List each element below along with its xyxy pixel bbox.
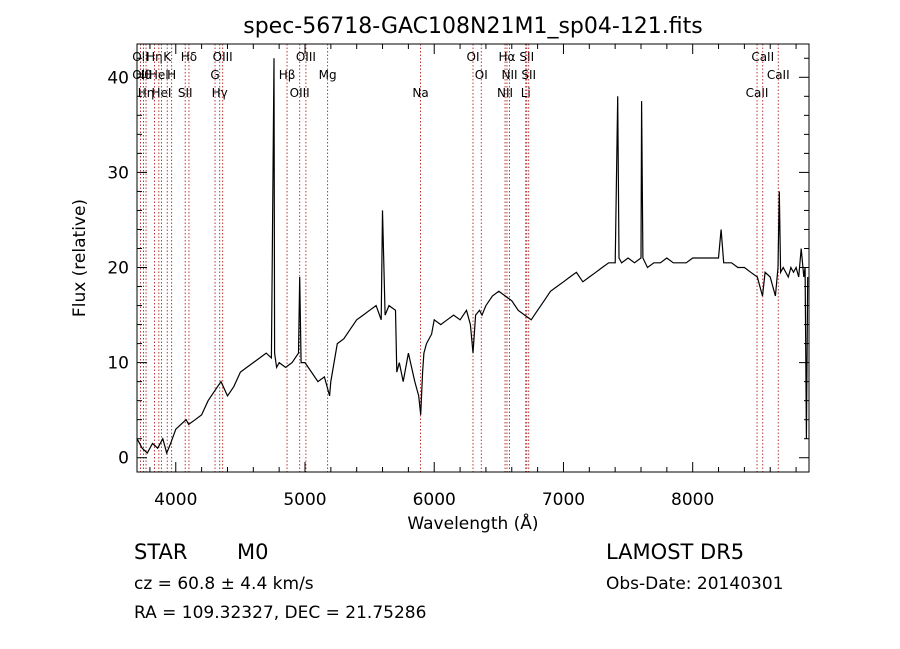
x-tick-label: 4000: [154, 490, 197, 510]
chart-title: spec-56718-GAC108N21M1_sp04-121.fits: [243, 14, 703, 39]
line-marker-label: CaII: [767, 68, 790, 82]
line-marker-label: SII: [519, 50, 534, 64]
x-axis-label: Wavelength (Å): [407, 512, 538, 534]
line-marker-label: NII: [502, 68, 518, 82]
object-subclass: M0: [237, 540, 269, 564]
spectral-line-markers: OIIOIIHθHηHηHeIHeIKHSIIHδGHγOIIIHβOIIIOI…: [132, 44, 790, 472]
line-marker-label: OI: [475, 68, 488, 82]
y-tick-label: 0: [118, 449, 129, 469]
line-marker-label: OII: [132, 68, 149, 82]
line-marker-label: Hθ: [135, 68, 151, 82]
line-marker-label: CaII: [746, 86, 769, 100]
line-marker-label: Hγ: [212, 86, 228, 100]
y-axis-label: Flux (relative): [70, 199, 90, 317]
redshift-value: cz = 60.8 ± 4.4 km/s: [134, 574, 314, 594]
line-marker-label: HeI: [151, 86, 171, 100]
x-tick-label: 5000: [283, 490, 326, 510]
x-axis: 4000 5000 6000 7000 8000: [149, 44, 797, 510]
line-marker-label: CaII: [751, 50, 774, 64]
line-marker-label: Hδ: [181, 50, 197, 64]
observation-date: Obs-Date: 20140301: [606, 574, 784, 594]
line-marker-label: OIII: [290, 86, 310, 100]
coordinates: RA = 109.32327, DEC = 21.75286: [134, 603, 427, 623]
line-marker-label: NII: [497, 86, 513, 100]
x-tick-label: 7000: [542, 490, 585, 510]
line-marker-label: Hβ: [279, 68, 296, 82]
y-tick-label: 30: [107, 163, 129, 183]
line-marker-label: K: [163, 50, 172, 64]
y-tick-label: 10: [107, 354, 129, 374]
plot-frame: [136, 43, 810, 473]
line-marker-label: Hη: [146, 50, 163, 64]
line-marker-label: OI: [467, 50, 480, 64]
line-marker-label: Li: [521, 86, 531, 100]
y-axis: 0 10 20 30 40: [107, 57, 809, 469]
line-marker-label: Na: [412, 86, 428, 100]
line-marker-label: OIII: [213, 50, 233, 64]
line-marker-label: H: [167, 68, 176, 82]
line-marker-label: OII: [132, 50, 149, 64]
y-tick-label: 20: [107, 259, 129, 279]
line-marker-label: Hα: [499, 50, 516, 64]
line-marker-label: HeI: [149, 68, 169, 82]
spectrum-line: [136, 58, 809, 455]
x-tick-label: 6000: [413, 490, 456, 510]
object-class: STAR: [134, 540, 188, 564]
survey-name: LAMOST DR5: [606, 540, 745, 564]
line-marker-label: SII: [178, 86, 193, 100]
line-marker-label: Mg: [319, 68, 337, 82]
line-marker-label: OIII: [296, 50, 316, 64]
line-marker-label: G: [210, 68, 219, 82]
x-tick-label: 8000: [671, 490, 714, 510]
line-marker-label: SII: [521, 68, 536, 82]
y-tick-label: 40: [107, 68, 129, 88]
